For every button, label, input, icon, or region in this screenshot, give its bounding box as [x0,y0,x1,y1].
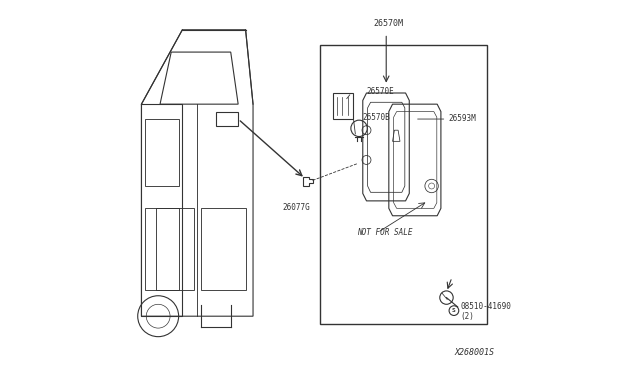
Text: 08510-41690
(2): 08510-41690 (2) [461,302,511,321]
Text: 26570E: 26570E [367,87,394,96]
Text: 26593M: 26593M [449,114,476,123]
Text: 26570B: 26570B [363,113,390,122]
Text: S: S [452,308,456,313]
Bar [320,45,488,324]
Text: NOT FOR SALE: NOT FOR SALE [357,228,413,237]
Text: 26077G: 26077G [282,203,310,212]
Text: X268001S: X268001S [455,348,495,357]
Text: 26570M: 26570M [374,19,404,28]
